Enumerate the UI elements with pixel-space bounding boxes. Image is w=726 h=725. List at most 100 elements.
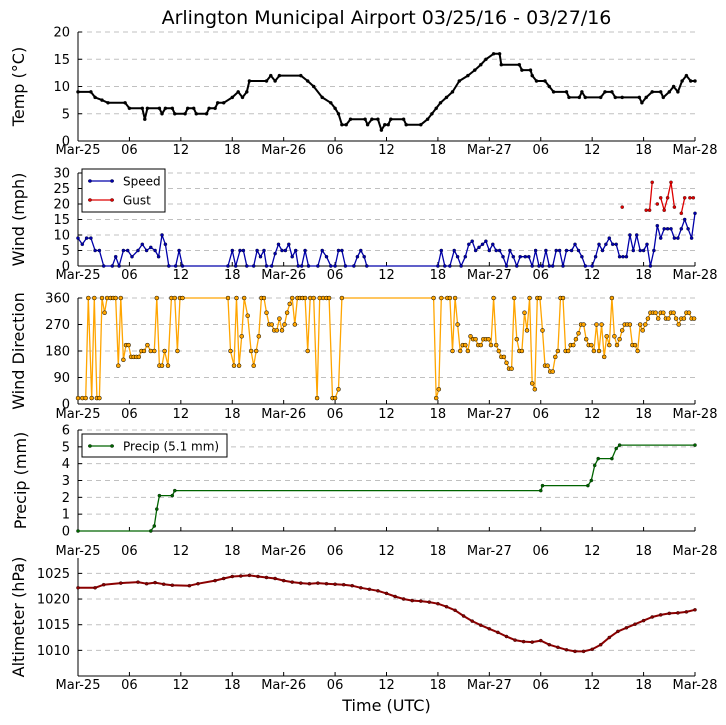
x-tick-label: 18	[430, 407, 447, 422]
data-point	[213, 578, 217, 583]
data-point	[645, 316, 651, 321]
data-point	[245, 264, 249, 268]
data-point	[231, 363, 237, 368]
data-point	[479, 62, 483, 67]
data-point	[180, 295, 185, 301]
data-point	[684, 73, 689, 78]
data-point	[363, 117, 367, 121]
data-point	[93, 248, 97, 253]
data-point	[126, 342, 131, 348]
data-point	[650, 615, 654, 619]
data-point	[196, 581, 200, 586]
data-point	[635, 348, 640, 354]
data-point	[504, 360, 509, 366]
data-point	[494, 248, 498, 253]
x-tick-label: Mar-26	[261, 544, 306, 559]
data-point	[539, 488, 543, 493]
data-point	[452, 295, 458, 301]
data-point	[655, 202, 660, 206]
data-point	[452, 248, 456, 253]
data-point	[641, 618, 646, 623]
x-tick-label: 18	[635, 143, 652, 158]
x-tick-label: 12	[584, 544, 601, 559]
data-point	[610, 242, 615, 247]
data-point	[140, 242, 145, 247]
data-point	[547, 264, 552, 268]
data-point	[230, 248, 235, 253]
data-point	[163, 242, 168, 247]
data-point	[583, 95, 588, 100]
series-altimeter	[76, 573, 697, 654]
data-point	[682, 217, 687, 222]
data-point	[430, 112, 434, 116]
data-point	[170, 106, 175, 111]
data-point	[76, 90, 80, 94]
data-point	[116, 363, 121, 368]
data-point	[583, 336, 589, 342]
legend-label: Precip (5.1 mm)	[123, 440, 219, 454]
data-point	[487, 248, 492, 253]
x-tick-label: 18	[224, 544, 241, 559]
data-point	[110, 264, 115, 268]
data-point	[544, 248, 548, 253]
data-point	[466, 73, 470, 78]
series-line	[77, 213, 696, 267]
data-point	[479, 623, 483, 627]
data-point	[273, 79, 277, 83]
data-point	[149, 529, 153, 533]
data-point	[289, 295, 295, 301]
x-tick-label: 12	[584, 678, 601, 693]
data-point	[106, 101, 110, 105]
data-point	[473, 336, 478, 342]
data-point	[593, 254, 598, 259]
data-point	[473, 68, 477, 72]
y-tick-label: 6	[62, 424, 70, 439]
data-point	[653, 310, 658, 315]
data-point	[571, 342, 576, 348]
data-point	[89, 236, 93, 240]
data-point	[519, 348, 525, 354]
data-point	[136, 580, 140, 584]
data-point	[520, 68, 524, 72]
series-gust	[620, 180, 696, 216]
data-point	[527, 295, 532, 301]
data-point	[187, 583, 192, 588]
data-point	[261, 295, 267, 301]
data-point	[691, 316, 697, 321]
x-tick-label: 06	[327, 544, 344, 559]
data-point	[681, 316, 687, 321]
data-point	[597, 242, 601, 247]
data-point	[333, 106, 337, 111]
x-tick-label: 06	[327, 678, 344, 693]
y-tick-label: 30	[53, 167, 70, 182]
data-point	[650, 180, 654, 185]
data-point	[631, 248, 636, 253]
data-point	[352, 264, 356, 268]
data-point	[581, 322, 586, 327]
data-point	[277, 316, 282, 321]
data-point	[573, 336, 579, 342]
data-point	[477, 245, 481, 250]
data-point	[540, 264, 545, 268]
data-point	[241, 295, 247, 301]
data-point	[140, 106, 145, 111]
series-direction	[75, 295, 697, 401]
data-point	[455, 254, 460, 259]
x-tick-label: 06	[327, 268, 344, 283]
data-point	[383, 122, 387, 127]
data-point	[655, 223, 660, 228]
x-tick-label: 06	[121, 407, 138, 422]
data-point	[97, 395, 102, 401]
y-tick-label: 1020	[37, 593, 70, 608]
data-point	[616, 629, 620, 634]
series-temp	[76, 52, 697, 132]
data-point	[444, 95, 449, 100]
data-point	[340, 122, 344, 127]
data-point	[320, 248, 324, 253]
data-point	[607, 236, 612, 240]
data-point	[508, 248, 512, 253]
x-tick-label: 12	[378, 678, 395, 693]
data-point	[282, 322, 287, 327]
data-point	[355, 254, 360, 259]
data-point	[359, 248, 363, 253]
